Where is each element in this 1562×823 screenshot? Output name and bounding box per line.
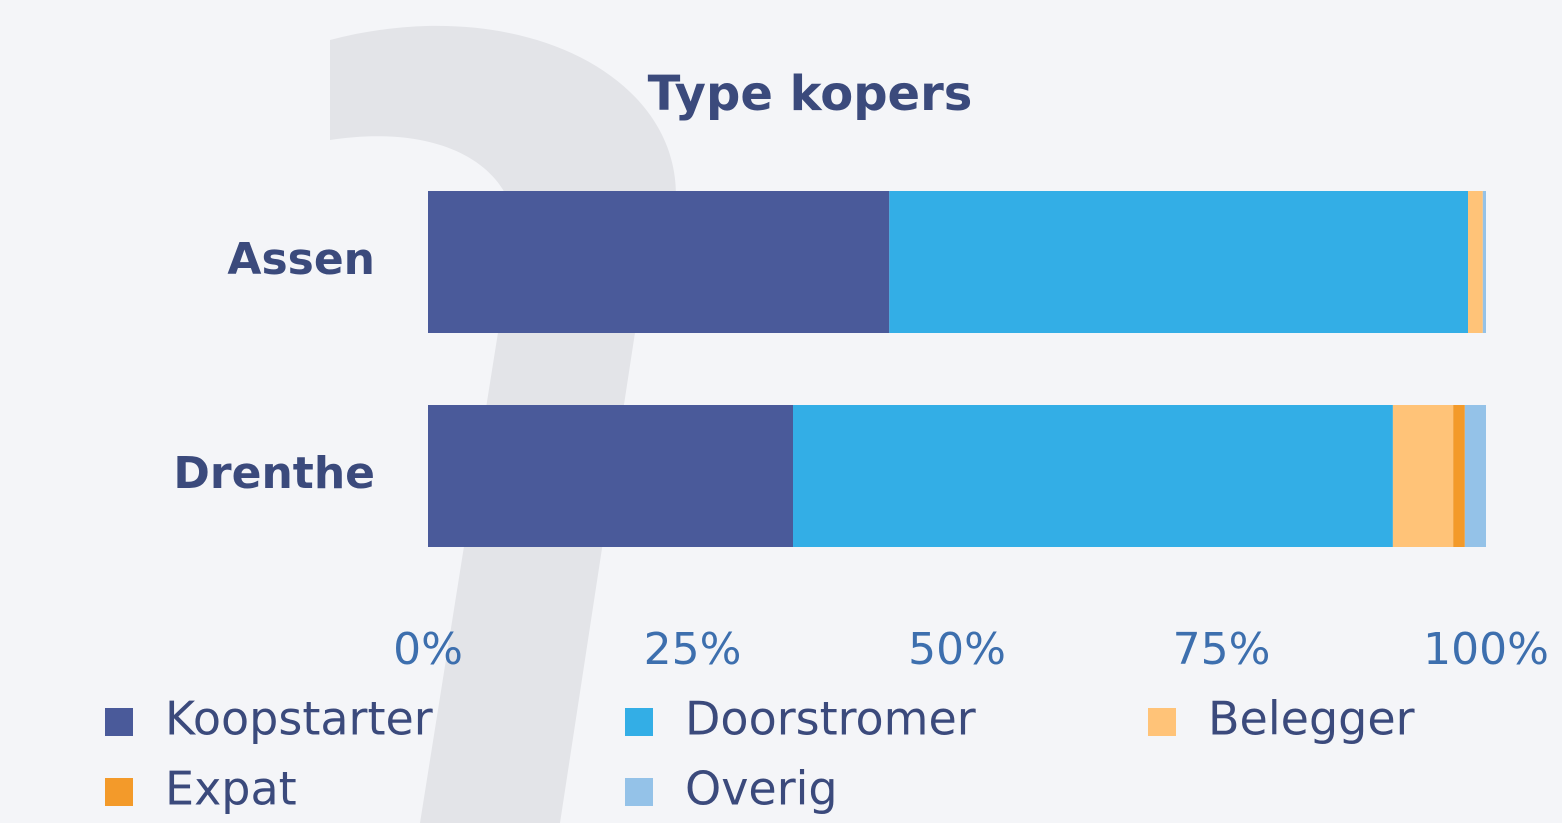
y-tick-label: Drenthe xyxy=(173,448,375,499)
x-tick-label: 0% xyxy=(393,624,463,675)
bar-segment xyxy=(1453,405,1465,547)
bar-segment xyxy=(793,405,1393,547)
legend-swatch xyxy=(105,778,133,806)
legend-swatch xyxy=(105,708,133,736)
legend-swatch xyxy=(1148,708,1176,736)
chart-title: Type kopers xyxy=(648,66,973,122)
bar-segment xyxy=(1464,405,1486,547)
bar-segment xyxy=(1482,191,1486,333)
bar-segment xyxy=(428,191,890,333)
legend-label: Overig xyxy=(685,762,838,816)
legend-label: Koopstarter xyxy=(165,692,433,746)
legend-label: Expat xyxy=(165,762,297,816)
bar-segment xyxy=(428,405,794,547)
legend-swatch xyxy=(625,778,653,806)
legend-swatch xyxy=(625,708,653,736)
legend-label: Belegger xyxy=(1208,692,1415,746)
x-tick-label: 100% xyxy=(1423,624,1549,675)
bar-segment xyxy=(1468,191,1483,333)
x-tick-label: 50% xyxy=(908,624,1006,675)
legend-label: Doorstromer xyxy=(685,692,976,746)
x-tick-label: 25% xyxy=(644,624,742,675)
bar-segment xyxy=(1392,405,1454,547)
x-tick-label: 75% xyxy=(1173,624,1271,675)
bar-segment xyxy=(889,191,1469,333)
y-tick-label: Assen xyxy=(227,234,375,285)
